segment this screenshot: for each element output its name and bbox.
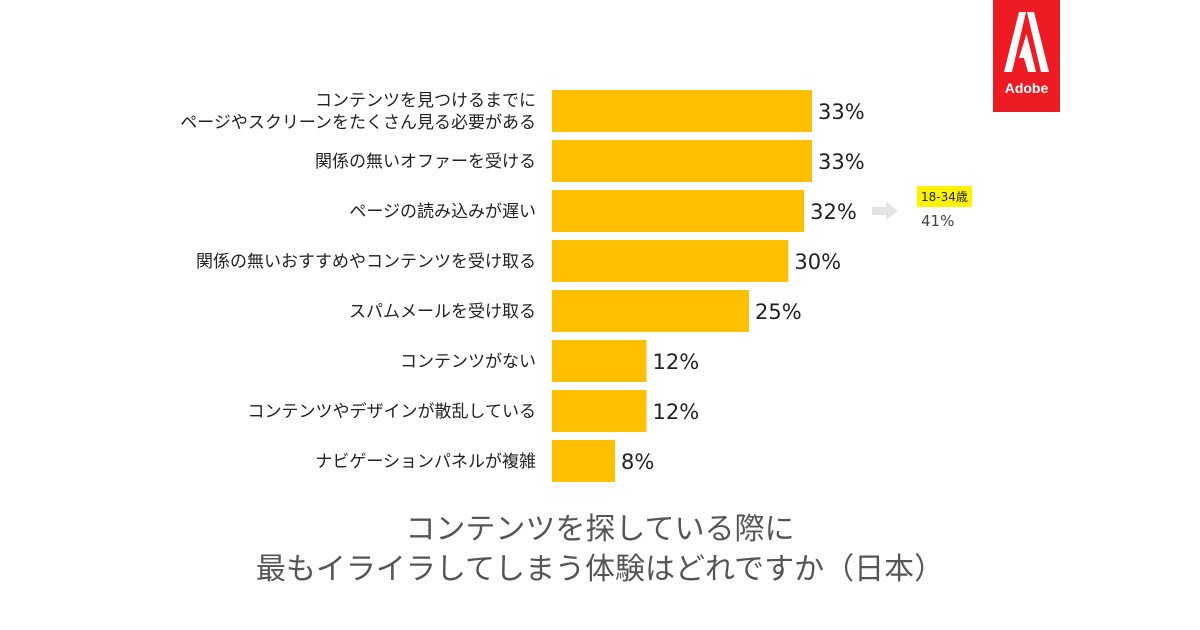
value-label-7: 8% xyxy=(621,450,654,474)
category-label-7: ナビゲーションパネルが複雑 xyxy=(315,452,536,472)
category-label-0-line-0: コンテンツを見つけるまでに xyxy=(315,91,536,111)
age-group-value: 41% xyxy=(921,212,955,230)
category-label-3: 関係の無いおすすめやコンテンツを受け取る xyxy=(196,252,536,272)
category-label-1: 関係の無いオファーを受ける xyxy=(315,152,536,172)
category-label-0-line-1: ページやスクリーンをたくさん見る必要がある xyxy=(180,113,536,133)
bar-0 xyxy=(552,90,812,132)
adobe-logo: Adobe xyxy=(993,0,1060,112)
bar-2 xyxy=(552,190,805,232)
bar-5 xyxy=(552,340,647,382)
bar-4 xyxy=(552,290,749,332)
bar-7 xyxy=(552,440,616,482)
value-label-2: 32% xyxy=(810,200,857,224)
chart-title: コンテンツを探している際に 最もイライラしてしまう体験はどれですか（日本） xyxy=(0,510,1200,590)
category-label-4: スパムメールを受け取る xyxy=(349,302,536,322)
value-label-0: 33% xyxy=(818,100,865,124)
value-label-3: 30% xyxy=(794,250,841,274)
value-label-4: 25% xyxy=(755,300,802,324)
adobe-a-icon xyxy=(1004,12,1049,72)
age-group-badge: 18-34歳 xyxy=(917,186,972,207)
category-label-6: コンテンツやデザインが散乱している xyxy=(248,401,537,422)
bar-6 xyxy=(552,390,647,432)
category-label-5: コンテンツがない xyxy=(400,352,536,372)
logo-wordmark: Adobe xyxy=(1004,80,1049,96)
bar-3 xyxy=(552,240,789,282)
value-label-6: 12% xyxy=(653,400,700,424)
bar-1 xyxy=(552,140,812,182)
value-label-5: 12% xyxy=(653,350,700,374)
category-label-2: ページの読み込みが遅い xyxy=(349,202,536,222)
chart-title-line-1: コンテンツを探している際に xyxy=(405,512,795,547)
arrow-right-icon xyxy=(872,202,898,220)
value-label-1: 33% xyxy=(818,150,865,174)
age-group-callout: 18-34歳 41% xyxy=(870,186,1000,236)
chart-title-line-2: 最もイライラしてしまう体験はどれですか（日本） xyxy=(255,552,945,587)
